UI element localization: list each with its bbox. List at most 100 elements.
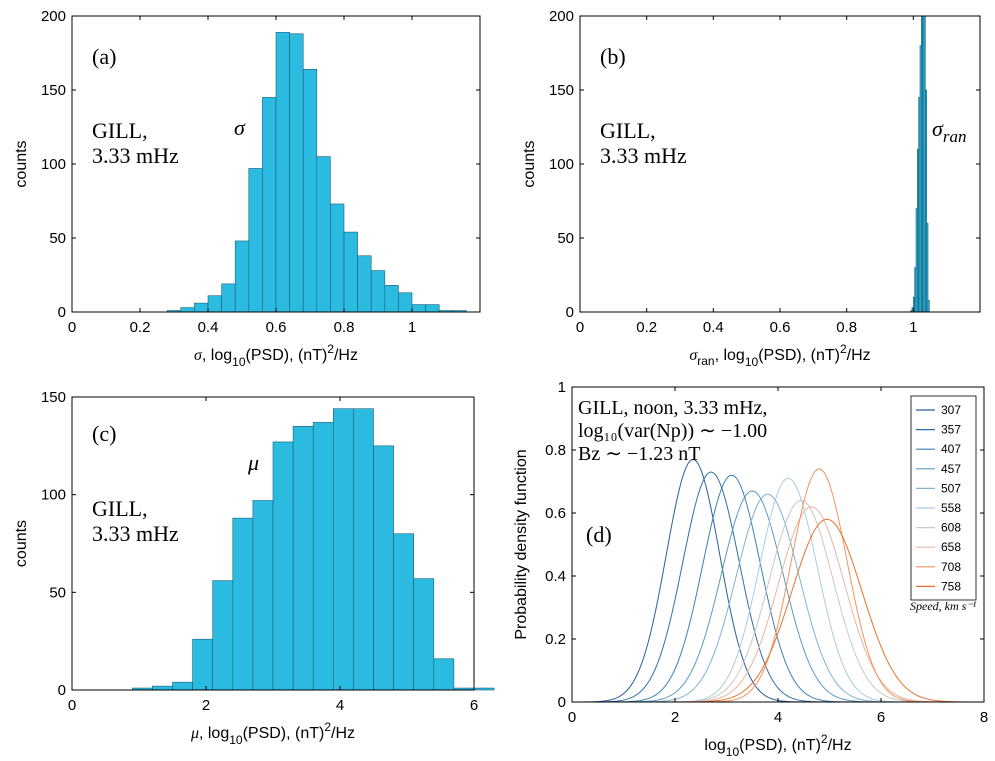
histogram-bar: [473, 687, 495, 691]
histogram-bar: [332, 408, 354, 691]
station-label-line2: 3.33 mHz: [600, 143, 687, 168]
x-label-log: , log: [199, 725, 229, 742]
x-label-unit: /Hz: [334, 347, 358, 364]
x-label-sup: 2: [840, 342, 847, 356]
histogram-bar: [192, 638, 214, 691]
x-tick-label: 0.4: [198, 319, 219, 336]
y-tick-label: 50: [49, 230, 66, 247]
histogram-bar: [343, 231, 358, 313]
x-tick-label: 0.6: [266, 319, 287, 336]
x-tick-label: 0: [68, 319, 76, 336]
x-label-log: , log: [202, 347, 232, 364]
parameter-symbol-main: μ: [247, 450, 259, 475]
x-label-sup: 2: [327, 342, 334, 356]
x-axis-label: σ, log10(PSD), (nT)2/Hz: [194, 342, 358, 369]
histogram-bar: [152, 685, 173, 691]
x-label-unit: /Hz: [847, 347, 871, 364]
x-tick-label: 0.6: [770, 319, 791, 336]
conditions-annotation-line: log₁₀(var(Np)) ∼ −1.00: [578, 420, 767, 442]
parameter-symbol: μ: [247, 450, 259, 475]
histogram-bar: [207, 295, 222, 313]
histogram-bar: [312, 422, 334, 691]
x-label-symbol: σ: [689, 347, 698, 364]
y-axis-label: Probability density function: [513, 449, 530, 639]
histogram-bar: [275, 31, 290, 313]
histogram-bar: [172, 681, 193, 691]
legend-title: Speed, km s⁻¹: [910, 599, 977, 613]
histogram-bar: [248, 168, 263, 313]
histogram-bar: [373, 445, 394, 691]
parameter-symbol-sub: ran: [943, 127, 967, 146]
y-tick-label: 150: [41, 389, 66, 406]
x-tick-label: 1: [909, 319, 917, 336]
x-label-log-sub: 10: [745, 355, 759, 369]
histogram-bar: [425, 304, 440, 313]
bars-b: [910, 15, 930, 313]
histogram-bar: [262, 97, 277, 313]
histogram-bar: [927, 299, 930, 313]
histogram-bar: [234, 240, 250, 313]
panel-d: 0 2 4 6 8 0 0.2 0.4 0.6 0.8 1 Probability density f…: [513, 379, 988, 759]
panel-label: (c): [92, 421, 116, 446]
histogram-bar: [289, 33, 304, 313]
panel-label: (b): [600, 44, 626, 69]
histogram-bar: [370, 270, 386, 313]
x-label-sup: 2: [821, 732, 828, 746]
histogram-bar: [413, 578, 435, 691]
histogram-bar: [232, 517, 254, 691]
y-tick-label: 100: [41, 156, 66, 173]
x-label-psd: (PSD), (nT): [758, 347, 840, 364]
y-tick-label: 0.2: [545, 631, 566, 648]
x-label-log-sub: 10: [229, 733, 243, 747]
legend-label-407: 407: [941, 442, 961, 456]
legend: 307 357 407 457 507 558 608 658 708 758 Speed, km …: [910, 395, 977, 613]
y-tick-label: 150: [41, 82, 66, 99]
axes-frame-c: [71, 396, 475, 691]
histogram-bar: [384, 285, 399, 313]
legend-label-658: 658: [941, 540, 961, 554]
x-tick-label: 1: [408, 319, 416, 336]
histogram-bar: [212, 580, 234, 691]
y-tick-label: 50: [557, 230, 574, 247]
y-tick-label: 0: [558, 694, 566, 711]
histogram-bar: [433, 658, 455, 691]
parameter-symbol: σ: [234, 115, 246, 140]
y-tick-label: 0: [58, 682, 66, 699]
panel-label: (d): [586, 522, 612, 547]
y-tick-label: 0.6: [545, 505, 566, 522]
y-tick-label: 0.4: [545, 568, 566, 585]
x-tick-label: 8: [980, 709, 988, 726]
histogram-bar: [194, 302, 209, 313]
panel-label: (a): [92, 44, 116, 69]
legend-label-708: 708: [941, 560, 961, 574]
x-label-unit: /Hz: [331, 725, 355, 742]
parameter-symbol-main: σ: [932, 116, 944, 141]
x-label-unit: /Hz: [828, 737, 852, 754]
y-tick-label: 0.8: [545, 442, 566, 459]
conditions-annotation-line: GILL, noon, 3.33 mHz,: [578, 397, 767, 419]
legend-label-357: 357: [941, 423, 961, 437]
conditions-annotation-line: Bz ∼ −1.23 nT: [578, 443, 700, 465]
x-tick-label: 4: [336, 697, 344, 714]
x-axis-label: log10(PSD), (nT)2/Hz: [704, 732, 851, 759]
x-label-symbol-sub: ran: [697, 354, 714, 368]
x-tick-label: 0.8: [836, 319, 857, 336]
y-tick-label: 50: [49, 584, 66, 601]
parameter-symbol-main: σ: [234, 115, 246, 140]
histogram-bar: [302, 68, 318, 313]
legend-label-457: 457: [941, 462, 961, 476]
y-tick-label: 0: [58, 304, 66, 321]
station-label-line2: 3.33 mHz: [92, 143, 179, 168]
x-tick-label: 0: [576, 319, 584, 336]
y-tick-label: 200: [549, 8, 574, 25]
legend-label-558: 558: [941, 501, 961, 515]
x-tick-label: 4: [774, 709, 782, 726]
station-label-line1: GILL,: [92, 496, 148, 521]
bars-c: [132, 408, 495, 691]
x-tick-label: 0.2: [130, 319, 151, 336]
x-label-psd: (PSD), (nT): [243, 725, 325, 742]
x-label-log: , log: [715, 347, 745, 364]
